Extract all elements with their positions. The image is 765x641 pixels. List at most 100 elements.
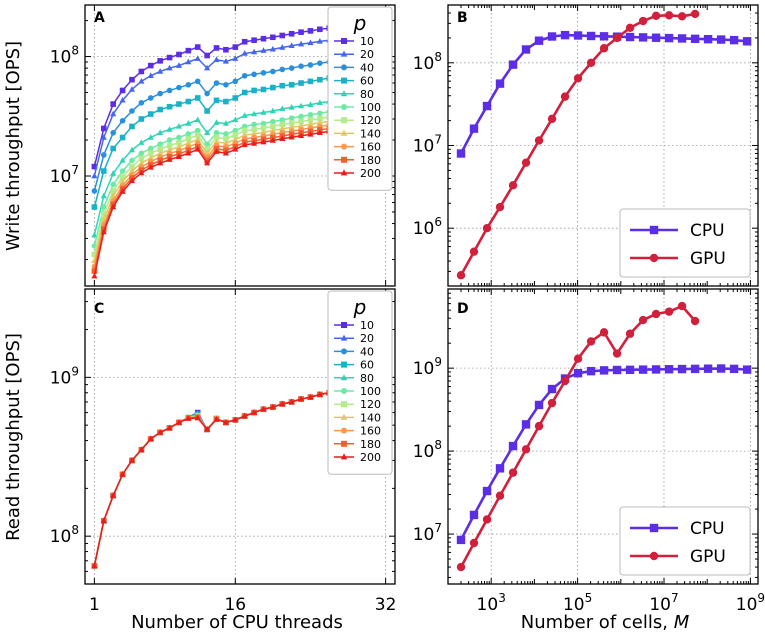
panel-d-series-CPU-point-10 — [586, 366, 596, 376]
panel-a-series-60-point-7 — [157, 106, 163, 113]
panel-a-legend-title: p — [353, 11, 367, 35]
panel-a-legend-marker-180 — [341, 156, 347, 163]
panel-c-x-ticklabel-2: 32 — [375, 595, 397, 615]
panel-a-series-20-point-2 — [110, 110, 117, 117]
panel-c-legend-marker-40 — [341, 348, 347, 355]
panel-a-series-20-point-20 — [279, 44, 286, 50]
panel-a-legend-label-160: 160 — [360, 141, 381, 154]
panel-a-series-80-point-18 — [260, 109, 267, 115]
panel-a-series-10-point-2 — [110, 101, 116, 107]
panel-b-series-CPU-point-9 — [573, 31, 583, 40]
panel-a-series-60-point-8 — [166, 103, 173, 110]
panel-a-series-20-point-9 — [175, 62, 183, 68]
panel-d-series-CPU-point-16 — [664, 365, 674, 374]
panel-a-series-140-point-4 — [128, 167, 136, 174]
panel-a-legend-label-200: 200 — [360, 167, 381, 180]
panel-c-y-ticklabel-1: 109 — [50, 364, 79, 388]
panel-a-series-20-point-22 — [297, 40, 305, 47]
panel-a-frame — [84, 4, 396, 287]
panel-d-x-ticklabel-0-exponent: 3 — [498, 591, 506, 605]
panel-a-series-60-point-15 — [232, 95, 239, 101]
panel-d-series-GPU-point-10 — [586, 337, 596, 346]
panel-d-series-GPU-point-2 — [482, 515, 492, 524]
panel-a-series-40-point-21 — [288, 65, 295, 71]
panel-a-series-20-point-23 — [307, 39, 314, 46]
panel-a-series-20-point-7 — [157, 68, 164, 74]
panel-d-series-GPU-point-7 — [547, 398, 557, 408]
panel-a-series-140-point-5 — [138, 159, 145, 166]
panel-b-series-CPU-point-21 — [729, 35, 739, 45]
panel-d-series-CPU-point-0 — [456, 535, 466, 545]
panel-a-series-10-point-18 — [260, 35, 267, 42]
panel-a-series-10-point-14 — [223, 46, 229, 53]
panel-a-series-10-point-12 — [204, 52, 210, 59]
panel-c-legend-marker-10 — [341, 322, 347, 328]
panel-a-series-120-point-7 — [157, 146, 163, 152]
panel-a-y-ticklabel-1-exponent: 8 — [71, 44, 79, 58]
panel-c-legend-label-180: 180 — [360, 438, 381, 451]
panel-a-legend-label-60: 60 — [360, 75, 374, 88]
panel-a-series-120-point-17 — [251, 126, 257, 133]
panel-a-series-100-point-14 — [223, 131, 229, 137]
panel-c-frame — [84, 288, 396, 585]
panel-a-series-40-point-7 — [157, 90, 163, 97]
panel-d-series-GPU-point-9 — [573, 354, 583, 363]
panel-a-series-200-point-7 — [157, 159, 164, 166]
panel-a-series-20-point-12 — [204, 64, 211, 71]
panel-c-legend-label-160: 160 — [360, 425, 381, 438]
panel-a-series-100-point-12 — [204, 141, 210, 147]
panel-a-series-80-point-14 — [222, 120, 229, 126]
panel-a-series-10-point-17 — [251, 37, 257, 43]
panel-c-legend-marker-80 — [340, 374, 348, 381]
panel-a-series-10-point-20 — [279, 32, 286, 39]
panel-a-series-200-point-5 — [138, 169, 145, 176]
panel-b-series-CPU-point-22 — [742, 37, 752, 46]
panel-b-legend-marker-GPU — [649, 253, 659, 263]
panel-a-series-80-point-3 — [119, 157, 126, 163]
panel-b-series-GPU-point-2 — [482, 223, 492, 233]
panel-d-y-ticklabel-2: 109 — [413, 355, 442, 379]
panel-a-series-10-point-23 — [307, 28, 314, 34]
y-axis-label-top: Write throughput [OPS] — [3, 41, 24, 251]
panel-c-series-200-point-9 — [175, 419, 183, 425]
panel-a-series-100-point-3 — [119, 168, 126, 174]
panel-b-series-GPU-point-14 — [638, 16, 648, 26]
panel-d-series-GPU-point-16 — [664, 307, 674, 316]
panel-a-y-ticklabel-1: 108 — [50, 44, 79, 68]
panel-a-series-140-point-11 — [194, 136, 201, 142]
panel-a-series-120-point-9 — [176, 139, 182, 146]
panel-c-legend-label-200: 200 — [360, 451, 381, 464]
panel-a-series-20-point-10 — [185, 58, 192, 65]
panel-d-series-GPU-point-6 — [534, 421, 544, 431]
panel-d-x-ticklabel-1-exponent: 5 — [585, 591, 593, 605]
panel-a-series-40-point-8 — [166, 87, 173, 94]
panel-a-series-100-point-5 — [138, 150, 145, 157]
panel-c-series-200-point-1 — [100, 517, 107, 524]
panel-a-series-140-point-6 — [147, 154, 154, 161]
panel-c-legend-label-10: 10 — [360, 319, 374, 332]
panel-d-x-ticklabel-2: 107 — [649, 591, 678, 615]
panel-b-series-GPU-point-9 — [573, 74, 583, 83]
panel-a-series-60-point-10 — [185, 98, 192, 105]
panel-a-legend-label-80: 80 — [360, 88, 374, 101]
panel-d-series-CPU-point-14 — [638, 365, 648, 374]
panel-d-series-CPU-point-20 — [716, 364, 726, 373]
panel-a-series-140-point-2 — [110, 192, 117, 199]
panel-a-series-200-point-6 — [147, 164, 154, 170]
panel-b-series-GPU-point-6 — [534, 136, 544, 145]
panel-a-series-60-point-20 — [279, 82, 286, 89]
panel-a-series-120-point-4 — [129, 163, 135, 170]
panel-a-series-group — [91, 17, 389, 279]
panel-d-y-ticklabel-0-exponent: 7 — [434, 521, 442, 535]
panel-b-series-CPU-point-17 — [677, 34, 687, 43]
panel-d-series-CPU-point-1 — [469, 510, 479, 520]
panel-c-series-200-point-18 — [260, 405, 267, 412]
panel-a-series-100-point-17 — [251, 121, 257, 128]
panel-a-series-200-point-15 — [232, 146, 239, 152]
panel-a-series-10-point-7 — [157, 58, 163, 64]
x-axis-label-right: Number of cells, M — [521, 612, 690, 633]
panel-a-series-10-point-21 — [288, 30, 295, 37]
panel-b-series-GPU-point-11 — [599, 44, 609, 53]
panel-a-series-140-point-3 — [119, 178, 126, 184]
